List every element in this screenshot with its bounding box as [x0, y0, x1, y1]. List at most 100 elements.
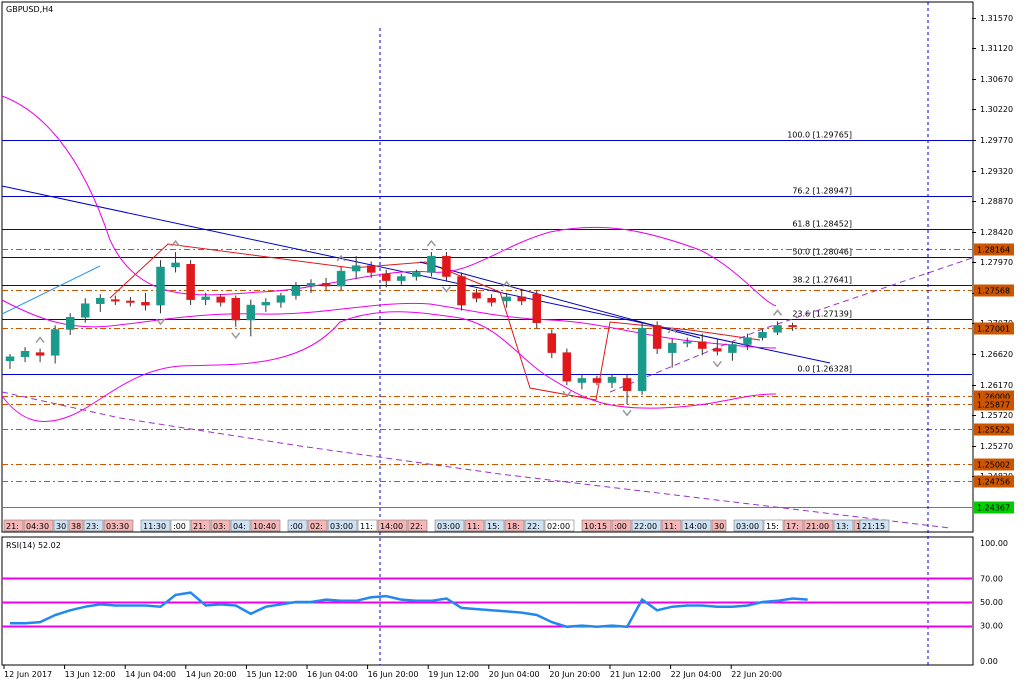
rsi-line [10, 591, 808, 629]
fib-level-label: 23.6 [1.27139] [792, 310, 852, 319]
candle[interactable] [698, 333, 707, 356]
candle[interactable] [683, 337, 692, 348]
candle[interactable] [412, 269, 421, 281]
candle[interactable] [637, 322, 647, 395]
bull-candle-body [502, 296, 511, 302]
candle[interactable] [321, 277, 331, 291]
candle[interactable] [111, 295, 120, 306]
session-tag [327, 519, 358, 532]
candle[interactable] [96, 294, 105, 312]
candle[interactable] [35, 348, 45, 363]
candle[interactable] [743, 333, 752, 350]
price-tag-box [974, 475, 1014, 488]
bull-candle-body [5, 356, 15, 362]
candle[interactable] [126, 296, 135, 307]
candle[interactable] [758, 329, 767, 341]
session-tag [170, 519, 191, 532]
session-tag [661, 519, 682, 532]
price-tag-box [974, 322, 1014, 335]
candle[interactable] [246, 299, 256, 337]
candle[interactable] [607, 374, 617, 388]
candle[interactable] [622, 374, 632, 405]
candle[interactable] [306, 279, 316, 293]
candle[interactable] [562, 348, 572, 386]
purple-dashed-trendline[interactable] [1, 391, 951, 529]
candle[interactable] [487, 294, 496, 307]
candle[interactable] [652, 321, 662, 354]
candle[interactable] [81, 298, 90, 323]
session-tag-text: 03:00 [736, 522, 759, 531]
price-tick-label: 1.25720 [980, 411, 1013, 420]
candle[interactable] [773, 321, 782, 335]
candle[interactable] [427, 252, 436, 277]
time-tick-label: 14 Jun 04:00 [125, 670, 176, 679]
price-tag-text: 1.27001 [977, 325, 1010, 334]
fractal-arrow [712, 360, 722, 368]
zigzag-line [109, 243, 761, 401]
price-tick-label: 1.26620 [980, 350, 1013, 359]
candle[interactable] [20, 347, 30, 363]
fibonacci-retracement[interactable]: 100.0 [1.29765] 76.2 [1.28947] 61.8 [1.284… [2, 131, 972, 375]
candle[interactable] [50, 325, 60, 364]
bull-candle-body [291, 285, 301, 296]
price-tag-box [974, 501, 1014, 514]
fractal-markers [35, 239, 783, 417]
candle[interactable] [713, 339, 722, 356]
candle[interactable] [156, 260, 165, 314]
candle[interactable] [788, 322, 797, 331]
candle[interactable] [65, 313, 75, 335]
candle[interactable] [442, 252, 451, 281]
bear-candle-body [652, 325, 662, 349]
bull-candle-body [336, 270, 346, 287]
fractal-arrow [35, 336, 45, 344]
candle[interactable] [351, 256, 361, 280]
candle[interactable] [366, 261, 376, 278]
time-tick-label: 22 Jun 04:00 [671, 670, 722, 679]
candle[interactable] [728, 341, 737, 361]
session-tag-text: 22:00 [634, 522, 657, 531]
bull-candle-body [397, 276, 406, 281]
candle[interactable] [502, 292, 511, 308]
purple-dashed-uptrend[interactable] [609, 257, 973, 393]
candle[interactable] [382, 269, 391, 288]
price-tick-label: 1.31570 [980, 14, 1013, 23]
candle[interactable] [171, 252, 180, 273]
price-panel[interactable] [1, 1, 974, 533]
candle[interactable] [201, 292, 210, 306]
bull-candle-body [261, 302, 271, 306]
fractal-arrow [441, 286, 452, 293]
bear-candle-body [457, 276, 466, 306]
bear-candle-body [532, 293, 541, 323]
candle[interactable] [216, 294, 225, 307]
candle[interactable] [336, 267, 346, 291]
fractal-arrow [426, 239, 436, 247]
blue-channel-line[interactable] [1, 265, 101, 315]
session-tag-text: 14:00 [684, 522, 707, 531]
candle[interactable] [141, 292, 150, 311]
price-tag-text: 1.24756 [977, 478, 1010, 487]
candle[interactable] [577, 374, 587, 390]
candle[interactable] [592, 375, 602, 386]
candle[interactable] [291, 281, 301, 300]
candle[interactable] [517, 288, 526, 306]
candle[interactable] [547, 329, 557, 359]
candle[interactable] [276, 292, 286, 308]
candle[interactable] [457, 272, 466, 311]
candle[interactable] [186, 260, 195, 306]
candlestick-series[interactable] [5, 252, 797, 405]
candle[interactable] [231, 295, 240, 327]
session-tag [631, 519, 662, 532]
session-tag-text: 10:15 [584, 522, 607, 531]
candle[interactable] [261, 298, 271, 312]
candle[interactable] [397, 273, 406, 285]
candle[interactable] [472, 288, 481, 303]
candle[interactable] [5, 353, 15, 369]
session-tag [681, 519, 712, 532]
fractal-arrow [155, 318, 166, 326]
session-tag [103, 519, 134, 532]
candle[interactable] [667, 339, 677, 368]
candle[interactable] [532, 290, 541, 329]
bear-candle-body [35, 352, 45, 356]
rsi-panel[interactable] [1, 536, 974, 666]
